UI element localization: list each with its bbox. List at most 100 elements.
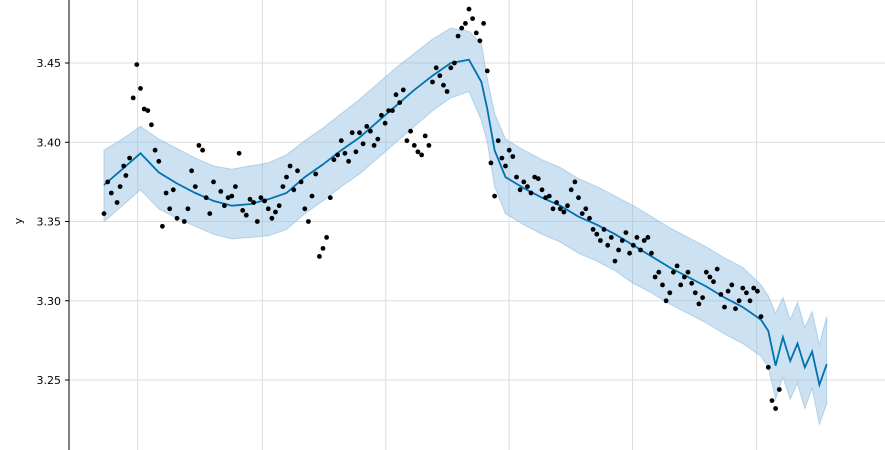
data-point	[192, 184, 198, 190]
data-point	[623, 230, 629, 236]
data-point	[211, 179, 216, 185]
data-point	[740, 285, 746, 291]
data-point	[616, 247, 621, 253]
data-point	[269, 215, 275, 221]
y-tick-label: 3.30	[37, 295, 62, 308]
data-point	[634, 235, 640, 240]
data-point	[121, 163, 127, 169]
data-point	[225, 195, 231, 201]
data-point	[598, 238, 603, 243]
data-point	[313, 171, 319, 177]
data-point	[258, 195, 264, 201]
data-point	[714, 266, 720, 272]
data-point	[645, 235, 651, 240]
data-point	[758, 314, 764, 319]
data-point	[105, 179, 111, 185]
data-point	[550, 206, 556, 212]
data-point	[181, 219, 187, 224]
data-point	[506, 147, 512, 153]
data-point	[769, 398, 775, 403]
data-point	[510, 154, 516, 159]
data-point	[430, 79, 435, 85]
data-point	[473, 30, 479, 36]
data-point	[240, 208, 246, 213]
data-point	[400, 87, 406, 93]
data-point	[317, 254, 322, 259]
data-point	[532, 174, 538, 180]
y-tick-label: 3.40	[37, 136, 62, 149]
observed-points	[101, 6, 782, 411]
data-point	[736, 298, 742, 304]
data-point	[360, 141, 366, 147]
data-point	[265, 206, 271, 212]
data-point	[747, 298, 753, 304]
data-point	[525, 184, 530, 190]
data-point	[298, 179, 304, 185]
data-point	[682, 274, 687, 280]
data-point	[408, 128, 413, 134]
data-point	[488, 160, 494, 166]
data-point	[463, 21, 468, 26]
data-point	[466, 6, 472, 12]
data-point	[587, 215, 592, 221]
data-point	[773, 406, 778, 411]
data-point	[641, 238, 647, 243]
data-point	[630, 242, 636, 248]
data-point	[671, 269, 676, 275]
data-point	[619, 238, 625, 243]
data-point	[222, 203, 227, 209]
data-point	[393, 92, 399, 98]
data-point	[441, 82, 446, 88]
data-point	[692, 290, 698, 296]
data-point	[287, 163, 293, 169]
data-point	[284, 174, 289, 180]
data-point	[371, 143, 377, 148]
data-point	[233, 184, 238, 190]
data-point	[200, 147, 206, 153]
data-point	[295, 168, 300, 174]
data-point	[733, 306, 738, 312]
data-point	[207, 211, 213, 217]
data-point	[590, 227, 596, 232]
data-point	[117, 184, 123, 190]
data-point	[353, 149, 359, 155]
data-point	[170, 187, 176, 193]
data-point	[722, 304, 727, 310]
data-point	[627, 250, 632, 256]
data-point	[729, 282, 735, 288]
data-point	[557, 206, 563, 212]
data-point	[145, 108, 151, 113]
data-point	[422, 133, 428, 139]
data-point	[503, 163, 508, 169]
data-point	[379, 112, 384, 118]
data-point	[579, 211, 585, 217]
data-point	[229, 193, 235, 199]
data-point	[678, 282, 684, 288]
data-point	[546, 193, 552, 199]
data-point	[415, 149, 421, 155]
data-point	[656, 269, 662, 275]
y-tick-label: 3.45	[37, 57, 62, 70]
data-point	[247, 196, 253, 202]
data-point	[707, 274, 713, 280]
data-point	[452, 60, 457, 66]
data-point	[309, 193, 315, 199]
data-point	[539, 187, 545, 193]
data-point	[349, 130, 355, 136]
data-point	[674, 263, 680, 269]
data-point	[411, 143, 417, 148]
data-point	[477, 38, 483, 44]
y-axis-ticks: 3.25 3.30 3.35 3.40 3.45	[37, 57, 69, 387]
data-point	[302, 206, 308, 212]
data-point	[160, 223, 165, 229]
data-point	[433, 65, 439, 71]
data-point	[141, 106, 147, 112]
data-point	[484, 68, 490, 74]
data-point	[765, 364, 771, 370]
data-point	[448, 65, 454, 71]
data-point	[156, 158, 162, 164]
data-point	[612, 258, 618, 264]
data-point	[444, 89, 450, 94]
data-point	[535, 176, 541, 182]
